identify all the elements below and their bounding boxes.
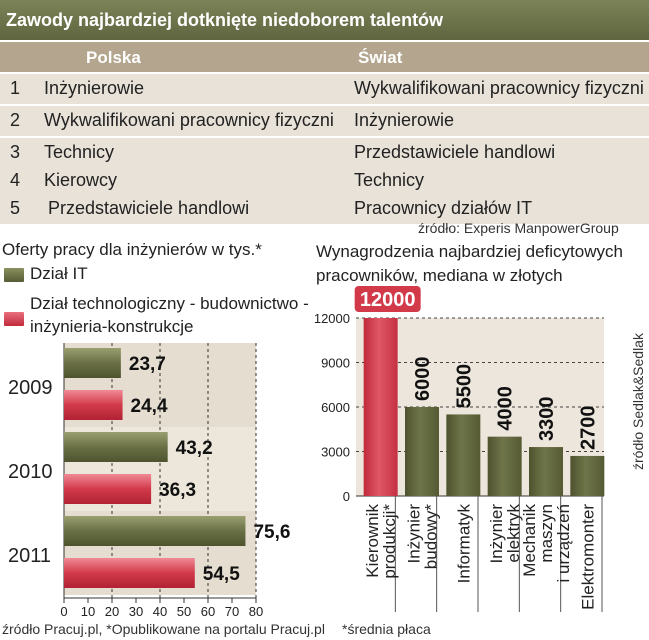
row-polska: Wykwalifikowani pracownicy fizyczni	[44, 110, 334, 130]
category-label: Kierownik	[363, 504, 382, 578]
table-row: 2 Wykwalifikowani pracownicy fizyczni In…	[0, 106, 649, 136]
category-label: i urządzeń	[554, 504, 573, 582]
category-label: Inżynier	[487, 504, 506, 564]
title-bar: Zawody najbardziej dotknięte niedoborem …	[0, 0, 649, 40]
row-polska: Przedstawiciele handlowi	[48, 198, 250, 218]
y-tick-label: 9000	[321, 356, 350, 371]
table-row: 4 Kierowcy Technicy	[0, 166, 649, 196]
category-label: elektryk	[504, 504, 523, 563]
page-title: Zawody najbardziej dotknięte niedoborem …	[6, 10, 444, 30]
bar-value-label: 12000	[360, 289, 416, 311]
category-label: budowy*	[422, 504, 441, 570]
salary-footnote: *średnia płaca	[342, 621, 431, 637]
category-label: Informatyk	[454, 504, 473, 584]
x-tick-label: 60	[201, 604, 215, 619]
row-swiat: Technicy	[354, 170, 425, 190]
table-row: 5 Przedstawiciele handlowi Pracownicy dz…	[0, 194, 649, 224]
bar-value-label: 43,2	[176, 438, 213, 459]
left-chart: 0 10 20 30 40 50 60 70 80 23,7 24,4 2009 43,2 36,3 201…	[8, 343, 290, 619]
bar-value-label: 3300	[536, 397, 558, 442]
left-chart-title: Oferty pracy dla inżynierów w tys.*	[2, 240, 262, 259]
row-rank: 2	[10, 110, 21, 130]
legend-label-it: Dział IT	[30, 264, 88, 283]
left-chart-source: źródło Pracuj.pl, *Opublikowane na porta…	[2, 621, 325, 637]
bar-highlight	[363, 318, 398, 496]
bar	[487, 436, 522, 496]
bar	[405, 407, 439, 496]
table-header-swiat: Świat	[358, 48, 403, 67]
row-polska: Kierowcy	[44, 170, 118, 190]
bar-it	[64, 432, 168, 462]
row-swiat: Inżynierowie	[354, 110, 455, 130]
x-tick-label: 80	[249, 604, 263, 619]
category-label: Elektromonter	[578, 504, 597, 610]
y-tick-label: 12000	[314, 311, 350, 326]
bar-value-label: 6000	[412, 357, 434, 402]
row-rank: 5	[10, 198, 21, 218]
bar-value-label: 23,7	[129, 354, 166, 375]
value-badge	[354, 286, 421, 312]
table-source: źródło: Experis ManpowerGroup	[418, 220, 619, 236]
row-polska: Technicy	[44, 142, 115, 162]
x-tick-label: 0	[60, 604, 67, 619]
row-rank: 4	[10, 170, 21, 190]
right-chart-title: Wynagrodzenia najbardziej deficytowych p…	[316, 242, 623, 285]
bar	[570, 455, 605, 496]
x-tick-label: 70	[225, 604, 239, 619]
category-label: produkcji*	[380, 504, 399, 579]
row-swiat: Przedstawiciele handlowi	[354, 142, 556, 162]
x-tick-label: 10	[81, 604, 95, 619]
y-tick-label: 0	[343, 489, 350, 504]
bar-value-label: 54,5	[203, 564, 240, 585]
right-chart-source: źródło Sedlak&Sedlak	[630, 332, 646, 470]
bar-value-label: 36,3	[159, 480, 196, 501]
x-tick-label: 30	[129, 604, 143, 619]
row-swiat: Pracownicy działów IT	[354, 198, 533, 218]
row-rank: 3	[10, 142, 21, 162]
row-rank: 1	[10, 78, 21, 98]
legend-swatch-tech	[4, 312, 24, 326]
y-tick-label: 6000	[321, 400, 350, 415]
bar-value-label: 5500	[453, 364, 475, 409]
legend-swatch-it	[4, 268, 24, 282]
category-label: Mechanik	[520, 504, 539, 577]
legend-label-tech: Dział technologiczny - budownictwo - inż…	[30, 294, 309, 336]
table-header-polska: Polska	[86, 48, 141, 67]
bar-tech	[64, 390, 123, 420]
category-label: maszyn	[537, 504, 556, 563]
bar-value-label: 75,6	[253, 522, 290, 543]
right-chart: 0 3000 6000 9000 12000 12000 6000 5500 4000 3300 2…	[314, 286, 646, 612]
x-tick-label: 40	[153, 604, 167, 619]
table-row: 1 Inżynierowie Wykwalifikowani pracownic…	[0, 74, 649, 104]
x-tick-label: 50	[177, 604, 191, 619]
table-row: 3 Technicy Przedstawiciele handlowi	[0, 138, 649, 168]
year-label: 2011	[8, 545, 51, 567]
bar-it	[64, 348, 121, 378]
y-tick-label: 3000	[321, 445, 350, 460]
bar-value-label: 2700	[577, 405, 599, 450]
bar-tech	[64, 558, 195, 588]
x-tick-label: 20	[105, 604, 119, 619]
row-polska: Inżynierowie	[44, 78, 145, 98]
year-label: 2010	[8, 461, 53, 483]
bar	[529, 447, 563, 496]
bar-value-label: 4000	[495, 386, 517, 431]
year-label: 2009	[8, 377, 53, 399]
bar	[446, 414, 481, 496]
bar-value-label: 24,4	[131, 396, 168, 417]
category-label: Inżynier	[405, 504, 424, 564]
bar-tech	[64, 474, 152, 504]
table-header	[0, 42, 649, 72]
row-swiat: Wykwalifikowani pracownicy fizyczni	[354, 78, 644, 98]
bar-it	[64, 516, 246, 546]
